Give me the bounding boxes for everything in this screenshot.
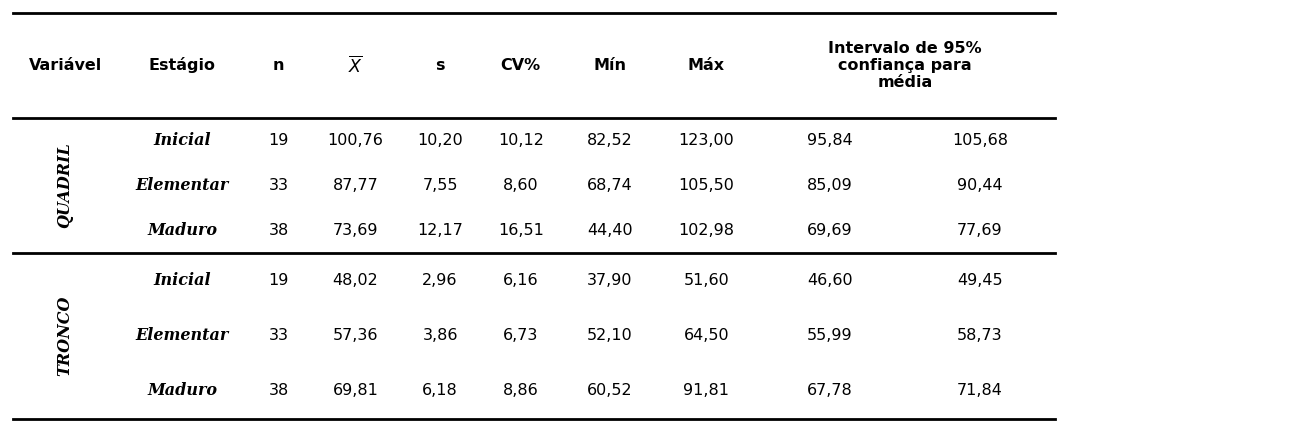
Text: 2,96: 2,96 xyxy=(422,273,458,288)
Text: Maduro: Maduro xyxy=(147,222,217,239)
Text: CV%: CV% xyxy=(501,58,540,73)
Text: n: n xyxy=(273,58,284,73)
Text: 46,60: 46,60 xyxy=(807,273,853,288)
Text: 38: 38 xyxy=(268,383,289,399)
Text: 105,68: 105,68 xyxy=(952,133,1008,148)
Text: s: s xyxy=(435,58,445,73)
Text: 33: 33 xyxy=(268,178,289,193)
Text: 3,86: 3,86 xyxy=(422,328,458,343)
Text: 8,86: 8,86 xyxy=(503,383,539,399)
Text: 91,81: 91,81 xyxy=(684,383,729,399)
Text: 102,98: 102,98 xyxy=(678,223,734,238)
Text: 68,74: 68,74 xyxy=(587,178,633,193)
Text: 52,10: 52,10 xyxy=(587,328,633,343)
Text: 8,60: 8,60 xyxy=(503,178,539,193)
Text: 90,44: 90,44 xyxy=(957,178,1003,193)
Text: 16,51: 16,51 xyxy=(497,223,544,238)
Text: 123,00: 123,00 xyxy=(678,133,734,148)
Text: 48,02: 48,02 xyxy=(332,273,379,288)
Text: 6,16: 6,16 xyxy=(503,273,539,288)
Text: 49,45: 49,45 xyxy=(957,273,1003,288)
Text: 71,84: 71,84 xyxy=(957,383,1003,399)
Text: 51,60: 51,60 xyxy=(684,273,729,288)
Text: 77,69: 77,69 xyxy=(957,223,1003,238)
Text: Inicial: Inicial xyxy=(154,272,211,289)
Text: 69,69: 69,69 xyxy=(807,223,853,238)
Text: 38: 38 xyxy=(268,223,289,238)
Text: 67,78: 67,78 xyxy=(807,383,853,399)
Text: 37,90: 37,90 xyxy=(587,273,633,288)
Text: 57,36: 57,36 xyxy=(333,328,378,343)
Text: Elementar: Elementar xyxy=(135,327,229,344)
Text: 73,69: 73,69 xyxy=(333,223,378,238)
Text: Mín: Mín xyxy=(594,58,626,73)
Text: $\overline{X}$: $\overline{X}$ xyxy=(348,55,363,76)
Text: 10,12: 10,12 xyxy=(497,133,544,148)
Text: Intervalo de 95%
confiança para
média: Intervalo de 95% confiança para média xyxy=(828,41,982,90)
Text: Elementar: Elementar xyxy=(135,177,229,194)
Text: 19: 19 xyxy=(268,133,289,148)
Text: 58,73: 58,73 xyxy=(957,328,1003,343)
Text: Estágio: Estágio xyxy=(148,58,216,73)
Text: 105,50: 105,50 xyxy=(678,178,734,193)
Text: 7,55: 7,55 xyxy=(422,178,458,193)
Text: 19: 19 xyxy=(268,273,289,288)
Text: Maduro: Maduro xyxy=(147,382,217,399)
Text: 33: 33 xyxy=(268,328,289,343)
Text: 82,52: 82,52 xyxy=(587,133,633,148)
Text: 55,99: 55,99 xyxy=(807,328,853,343)
Text: 6,18: 6,18 xyxy=(422,383,458,399)
Text: 95,84: 95,84 xyxy=(807,133,853,148)
Text: Inicial: Inicial xyxy=(154,132,211,149)
Text: TRONCO: TRONCO xyxy=(56,296,74,376)
Text: QUADRIL: QUADRIL xyxy=(56,143,74,228)
Text: 100,76: 100,76 xyxy=(328,133,383,148)
Text: 87,77: 87,77 xyxy=(332,178,379,193)
Text: 6,73: 6,73 xyxy=(503,328,539,343)
Text: 12,17: 12,17 xyxy=(417,223,464,238)
Text: 64,50: 64,50 xyxy=(684,328,729,343)
Text: 60,52: 60,52 xyxy=(587,383,633,399)
Text: 85,09: 85,09 xyxy=(807,178,853,193)
Text: Variável: Variável xyxy=(29,58,102,73)
Text: 10,20: 10,20 xyxy=(417,133,464,148)
Text: Máx: Máx xyxy=(687,58,725,73)
Text: 69,81: 69,81 xyxy=(332,383,379,399)
Text: 44,40: 44,40 xyxy=(587,223,633,238)
